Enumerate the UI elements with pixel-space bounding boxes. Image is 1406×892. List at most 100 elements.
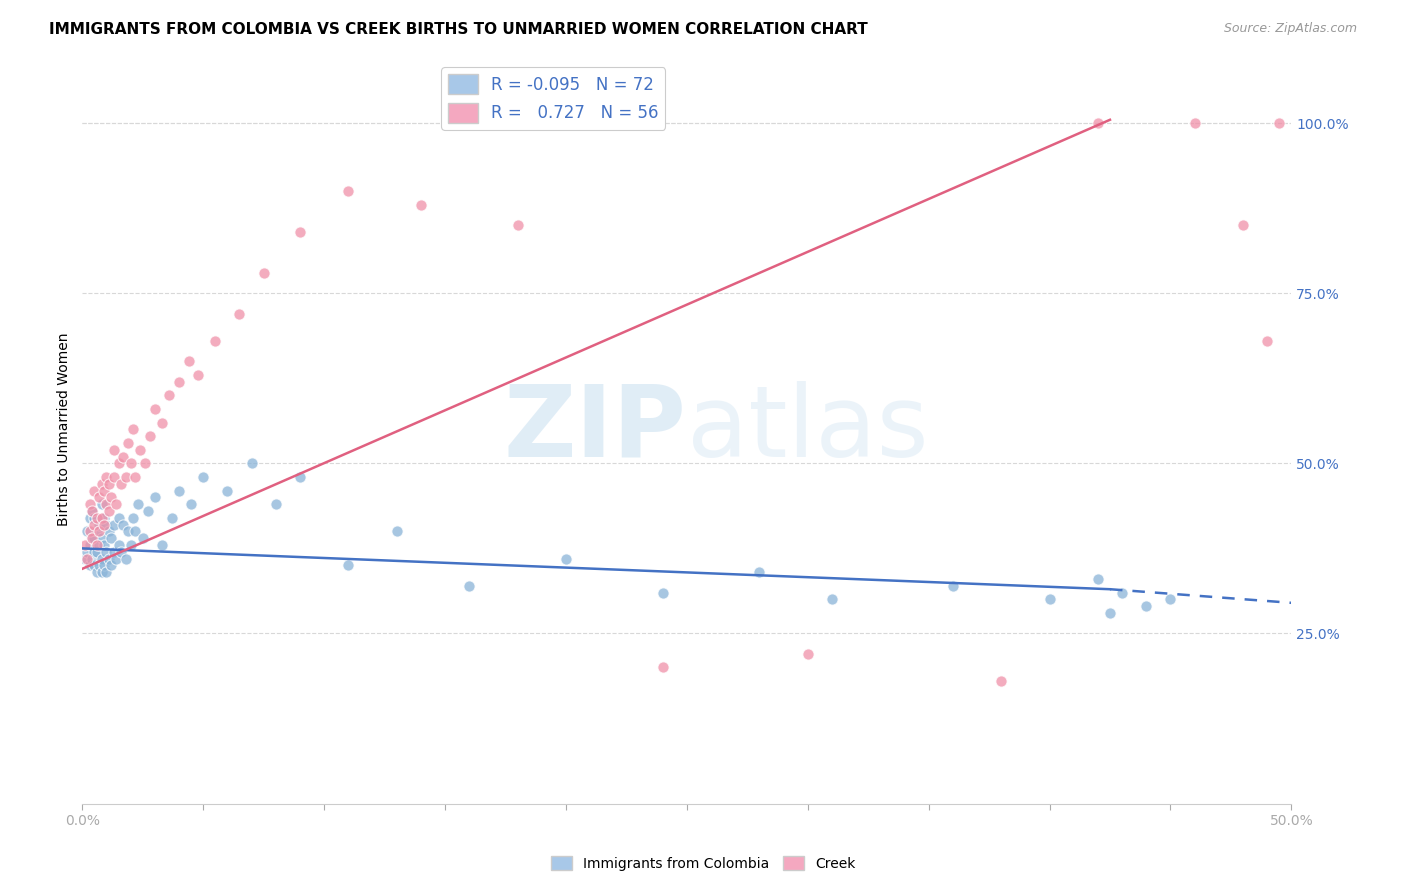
Point bbox=[1087, 116, 1109, 130]
Point bbox=[177, 354, 200, 368]
Point bbox=[100, 491, 122, 505]
Point bbox=[96, 545, 118, 559]
Point bbox=[93, 510, 115, 524]
Text: ZIP: ZIP bbox=[503, 381, 686, 478]
Point bbox=[1159, 592, 1181, 607]
Point bbox=[79, 497, 101, 511]
Point bbox=[157, 388, 180, 402]
Point bbox=[83, 483, 105, 498]
Point bbox=[90, 510, 112, 524]
Point bbox=[73, 538, 96, 552]
Point bbox=[96, 517, 118, 532]
Point bbox=[107, 456, 129, 470]
Point bbox=[90, 497, 112, 511]
Point bbox=[409, 198, 432, 212]
Point bbox=[139, 429, 162, 443]
Point bbox=[114, 551, 136, 566]
Point bbox=[110, 476, 132, 491]
Point bbox=[79, 558, 101, 573]
Point bbox=[120, 538, 142, 552]
Point bbox=[112, 517, 135, 532]
Point bbox=[112, 450, 135, 464]
Point bbox=[651, 660, 673, 674]
Point bbox=[97, 524, 120, 539]
Point bbox=[337, 558, 360, 573]
Point bbox=[217, 483, 239, 498]
Point bbox=[89, 491, 111, 505]
Point bbox=[796, 647, 818, 661]
Point bbox=[107, 538, 129, 552]
Point bbox=[506, 218, 529, 232]
Point bbox=[167, 483, 190, 498]
Point bbox=[86, 524, 108, 539]
Point bbox=[554, 551, 576, 566]
Point bbox=[385, 524, 408, 539]
Point bbox=[204, 334, 226, 348]
Point bbox=[1098, 606, 1121, 620]
Point bbox=[990, 674, 1012, 689]
Point bbox=[83, 545, 105, 559]
Point bbox=[228, 307, 250, 321]
Point bbox=[73, 551, 96, 566]
Point bbox=[79, 524, 101, 539]
Point bbox=[86, 510, 108, 524]
Point bbox=[187, 368, 209, 382]
Y-axis label: Births to Unmarried Women: Births to Unmarried Women bbox=[58, 333, 72, 526]
Text: IMMIGRANTS FROM COLOMBIA VS CREEK BIRTHS TO UNMARRIED WOMEN CORRELATION CHART: IMMIGRANTS FROM COLOMBIA VS CREEK BIRTHS… bbox=[49, 22, 868, 37]
Point bbox=[150, 538, 173, 552]
Point bbox=[97, 504, 120, 518]
Point bbox=[127, 497, 149, 511]
Point bbox=[129, 442, 152, 457]
Point bbox=[103, 442, 125, 457]
Point bbox=[80, 531, 103, 545]
Point bbox=[105, 551, 128, 566]
Text: atlas: atlas bbox=[686, 381, 928, 478]
Point bbox=[86, 545, 108, 559]
Point bbox=[120, 456, 142, 470]
Point bbox=[117, 524, 139, 539]
Point bbox=[136, 504, 159, 518]
Point bbox=[180, 497, 202, 511]
Point bbox=[107, 510, 129, 524]
Point bbox=[105, 497, 128, 511]
Point bbox=[80, 504, 103, 518]
Point bbox=[90, 476, 112, 491]
Point bbox=[93, 558, 115, 573]
Point bbox=[748, 565, 770, 579]
Point bbox=[1268, 116, 1291, 130]
Point bbox=[93, 517, 115, 532]
Point bbox=[96, 470, 118, 484]
Point bbox=[80, 551, 103, 566]
Point bbox=[90, 531, 112, 545]
Point bbox=[93, 483, 115, 498]
Point bbox=[86, 565, 108, 579]
Point bbox=[89, 538, 111, 552]
Point bbox=[103, 517, 125, 532]
Point bbox=[103, 545, 125, 559]
Point bbox=[97, 551, 120, 566]
Point bbox=[1184, 116, 1206, 130]
Point bbox=[80, 531, 103, 545]
Point bbox=[90, 551, 112, 566]
Point bbox=[124, 470, 146, 484]
Point bbox=[288, 225, 311, 239]
Point bbox=[86, 538, 108, 552]
Point bbox=[76, 545, 98, 559]
Point bbox=[458, 579, 481, 593]
Point bbox=[97, 476, 120, 491]
Point bbox=[150, 416, 173, 430]
Point bbox=[89, 517, 111, 532]
Point bbox=[1087, 572, 1109, 586]
Point bbox=[821, 592, 844, 607]
Point bbox=[143, 491, 166, 505]
Point bbox=[80, 504, 103, 518]
Point bbox=[83, 558, 105, 573]
Point bbox=[93, 538, 115, 552]
Point bbox=[89, 558, 111, 573]
Point bbox=[76, 551, 98, 566]
Point bbox=[288, 470, 311, 484]
Point bbox=[114, 470, 136, 484]
Point bbox=[264, 497, 287, 511]
Point bbox=[1111, 585, 1133, 599]
Point bbox=[167, 375, 190, 389]
